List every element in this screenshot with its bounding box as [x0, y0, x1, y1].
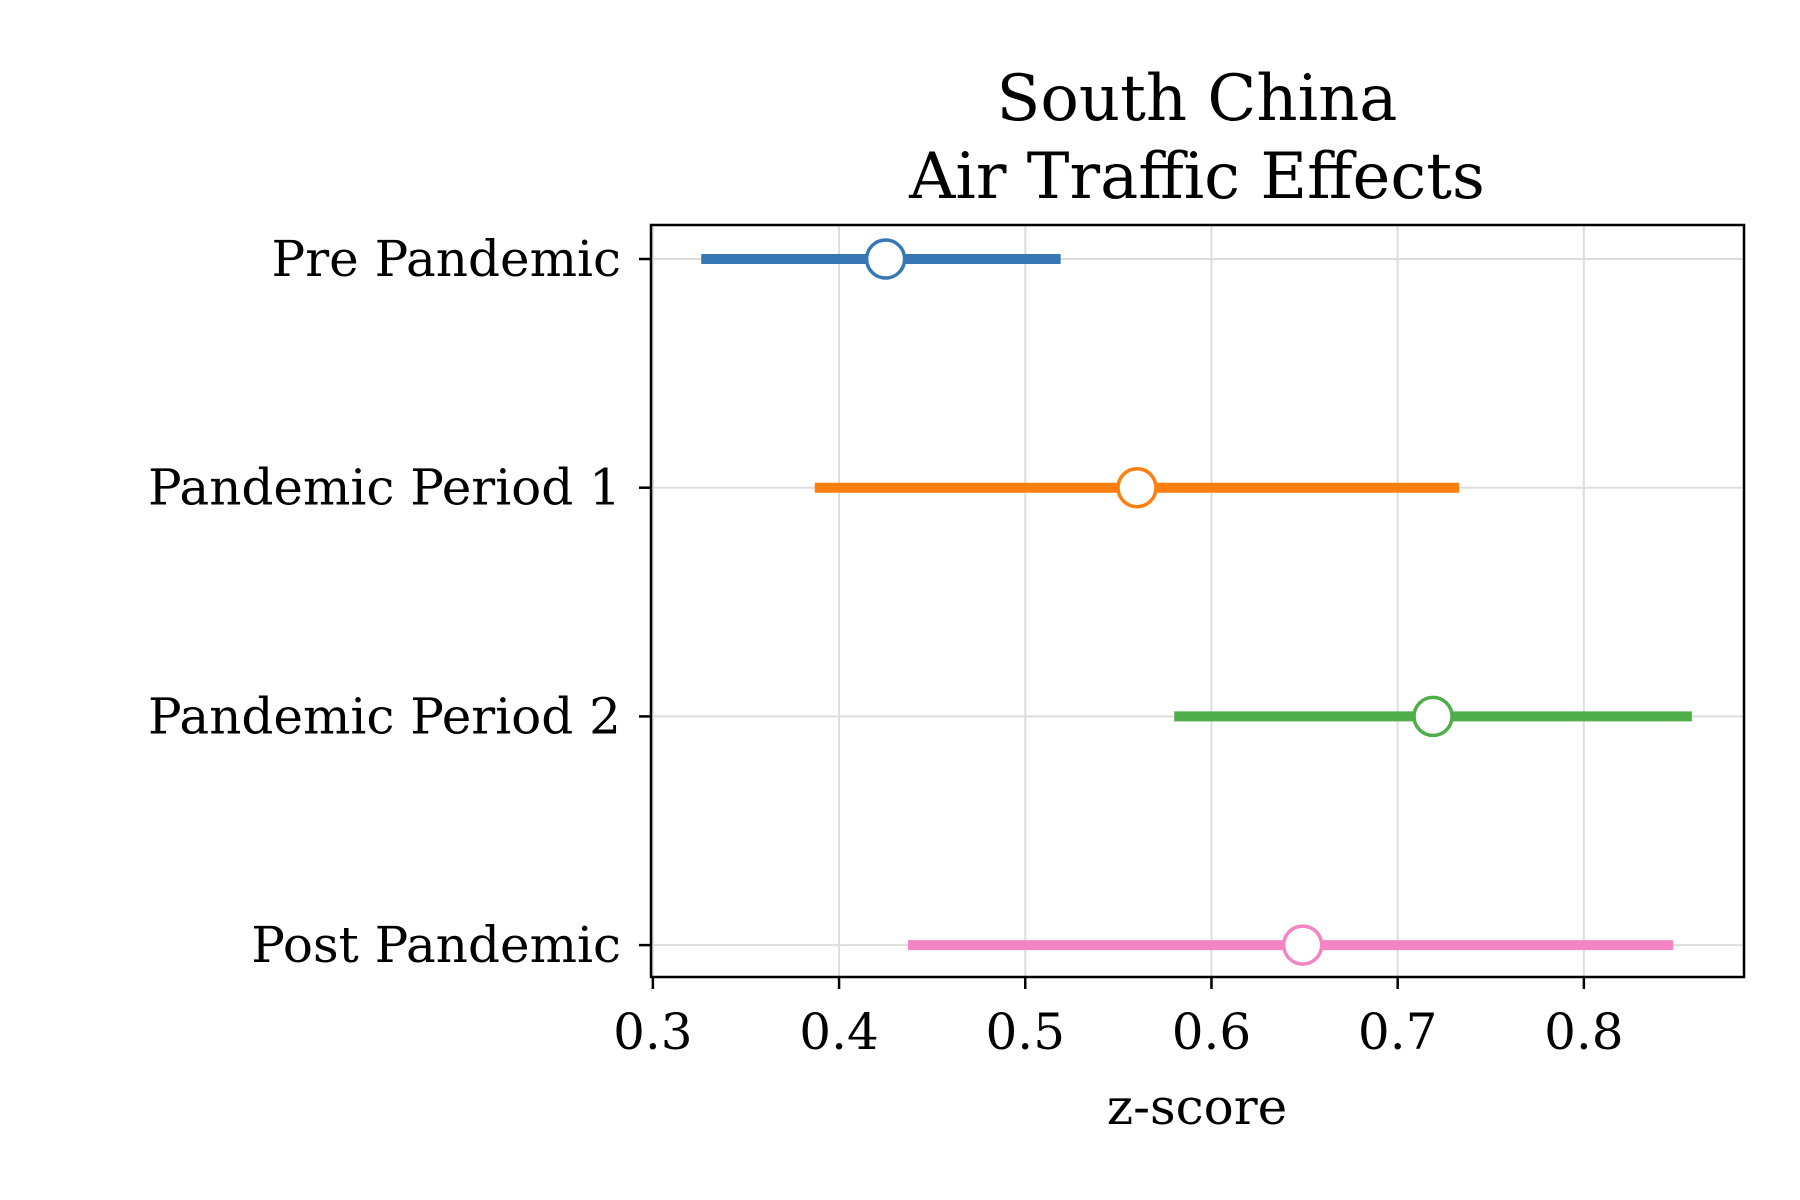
point-estimate: [1116, 466, 1158, 509]
point-estimate: [1412, 695, 1454, 738]
x-axis-label: z-score: [1107, 1078, 1288, 1136]
plot-frame: [649, 223, 1746, 979]
x-tick-label: 0.4: [799, 1003, 879, 1061]
x-axis: 0.3 0.4 0.5 0.6 0.7 0.8: [613, 977, 1624, 1061]
y-tick-label: Post Pandemic: [251, 916, 621, 974]
x-tick-label: 0.5: [985, 1003, 1065, 1061]
data-layer: [701, 238, 1692, 966]
point-estimate: [864, 238, 907, 280]
x-tick-label: 0.8: [1544, 1003, 1624, 1061]
y-tick-label: Pandemic Period 1: [148, 459, 621, 517]
y-tick-label: Pandemic Period 2: [148, 687, 621, 745]
title-line-1: South China: [997, 62, 1398, 136]
chart-title: South China Air Traffic Effects: [908, 62, 1485, 214]
point-estimate: [1281, 924, 1324, 966]
x-tick-label: 0.6: [1172, 1003, 1252, 1061]
x-tick-label: 0.3: [613, 1003, 693, 1061]
title-line-2: Air Traffic Effects: [908, 140, 1485, 214]
y-axis: Pre Pandemic Pandemic Period 1 Pandemic Pe…: [148, 230, 651, 974]
y-tick-label: Pre Pandemic: [272, 230, 621, 288]
gridlines: [651, 225, 1744, 977]
x-tick-label: 0.7: [1358, 1003, 1438, 1061]
